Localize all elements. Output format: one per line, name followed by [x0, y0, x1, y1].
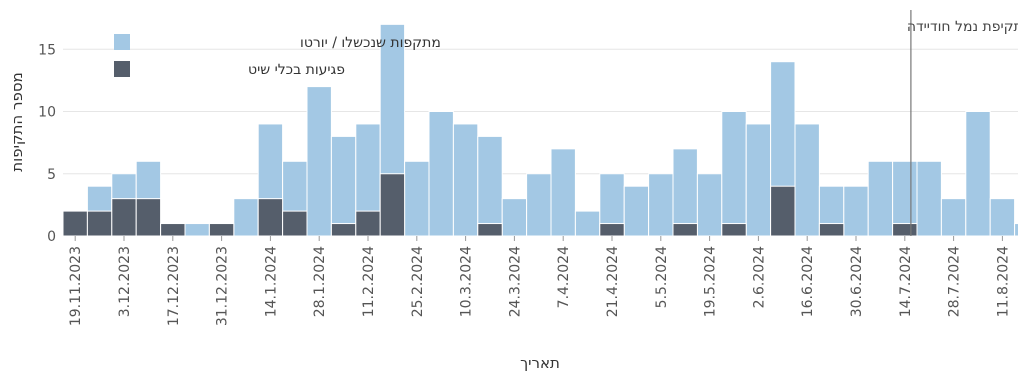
x-tick-label: 3.12.2023 — [117, 246, 133, 317]
bar-failed-attacks — [428, 111, 454, 237]
legend-label-hits: פגיעות בכלי שיט — [248, 62, 345, 78]
bar-failed-attacks — [721, 111, 747, 237]
legend-label-failed: מתקפות שנכשלו / יורטו — [300, 35, 441, 51]
bar-ship-hits — [355, 210, 381, 237]
bar-ship-hits — [86, 210, 113, 237]
x-tick-label: 31.12.2023 — [215, 246, 231, 326]
legend-swatch-failed — [114, 34, 130, 50]
x-tick-label: 30.6.2024 — [849, 246, 865, 317]
bar-failed-attacks — [989, 198, 1016, 237]
bar-failed-attacks — [648, 173, 674, 237]
bar-failed-attacks — [745, 123, 772, 237]
bar-ship-hits — [62, 210, 88, 237]
bar-ship-hits — [282, 210, 308, 237]
bar-failed-attacks — [623, 185, 650, 237]
x-tick-label: 11.2.2024 — [361, 246, 377, 317]
x-tick-label: 16.6.2024 — [800, 246, 816, 317]
bar-failed-attacks — [184, 223, 210, 237]
bar-ship-hits — [721, 223, 747, 237]
bar-failed-attacks — [672, 148, 698, 237]
bar-failed-attacks — [550, 148, 576, 237]
y-axis-ticks: 0 5 10 15 — [38, 42, 56, 245]
y-tick-label: 5 — [47, 167, 56, 183]
bar-failed-attacks — [843, 185, 869, 237]
bar-failed-attacks — [696, 173, 723, 237]
bar-ship-hits — [892, 223, 918, 237]
x-tick-label: 19.11.2023 — [68, 246, 84, 326]
bar-ship-hits — [818, 223, 845, 237]
x-tick-label: 17.12.2023 — [166, 246, 182, 326]
x-tick-label: 25.2.2024 — [410, 246, 426, 317]
bar-ship-hits — [599, 223, 625, 237]
x-tick-label: 28.7.2024 — [947, 246, 963, 317]
bar-failed-attacks — [452, 123, 479, 237]
bar-failed-attacks — [306, 86, 332, 237]
bar-ship-hits — [160, 223, 186, 237]
bar-failed-attacks — [940, 198, 967, 237]
bar-ship-hits — [672, 223, 698, 237]
bar-failed-attacks — [477, 135, 503, 237]
bar-failed-attacks — [965, 111, 991, 237]
bar-ship-hits — [135, 198, 162, 237]
y-tick-label: 10 — [38, 105, 56, 121]
bar-failed-attacks — [330, 135, 357, 237]
y-tick-label: 0 — [47, 229, 56, 245]
x-axis-ticks: 19.11.2023 3.12.2023 17.12.2023 31.12.2023 1… — [68, 236, 1011, 326]
bar-failed-attacks — [526, 173, 552, 237]
bar-ship-hits — [330, 223, 357, 237]
x-tick-label: 11.8.2024 — [995, 246, 1011, 317]
x-tick-label: 28.1.2024 — [312, 246, 328, 317]
x-tick-label: 7.4.2024 — [556, 246, 572, 308]
x-tick-label: 5.5.2024 — [654, 246, 670, 308]
x-tick-label: 10.3.2024 — [459, 246, 475, 317]
bar-ship-hits — [111, 198, 137, 237]
bars — [62, 23, 1018, 237]
annotation-label: תקיפת נמל חודיידה — [907, 19, 1018, 35]
annotation: תקיפת נמל חודיידה — [907, 10, 1018, 236]
x-tick-label: 2.6.2024 — [751, 246, 767, 308]
bar-ship-hits — [477, 223, 503, 237]
y-axis-title: מספר התקיפות — [8, 72, 26, 172]
bar-failed-attacks — [867, 160, 894, 237]
bar-failed-attacks — [1014, 223, 1018, 237]
bar-failed-attacks — [916, 160, 942, 237]
bar-failed-attacks — [501, 198, 528, 237]
y-tick-label: 15 — [38, 42, 56, 58]
legend-swatch-hits — [114, 61, 130, 77]
x-tick-label: 14.7.2024 — [898, 246, 914, 317]
x-axis-title: תאריך — [520, 354, 560, 372]
bar-ship-hits — [208, 223, 235, 237]
bar-failed-attacks — [233, 198, 259, 237]
x-tick-label: 19.5.2024 — [703, 246, 719, 317]
bar-failed-attacks — [404, 160, 430, 237]
bar-ship-hits — [379, 173, 406, 237]
bar-ship-hits — [257, 198, 284, 237]
legend: מתקפות שנכשלו / יורטו פגיעות בכלי שיט — [114, 34, 441, 78]
x-tick-label: 14.1.2024 — [263, 246, 279, 317]
bar-failed-attacks — [574, 210, 601, 237]
x-tick-label: 21.4.2024 — [605, 246, 621, 317]
x-tick-label: 24.3.2024 — [507, 246, 523, 317]
bar-failed-attacks — [794, 123, 820, 237]
bar-ship-hits — [770, 185, 796, 237]
